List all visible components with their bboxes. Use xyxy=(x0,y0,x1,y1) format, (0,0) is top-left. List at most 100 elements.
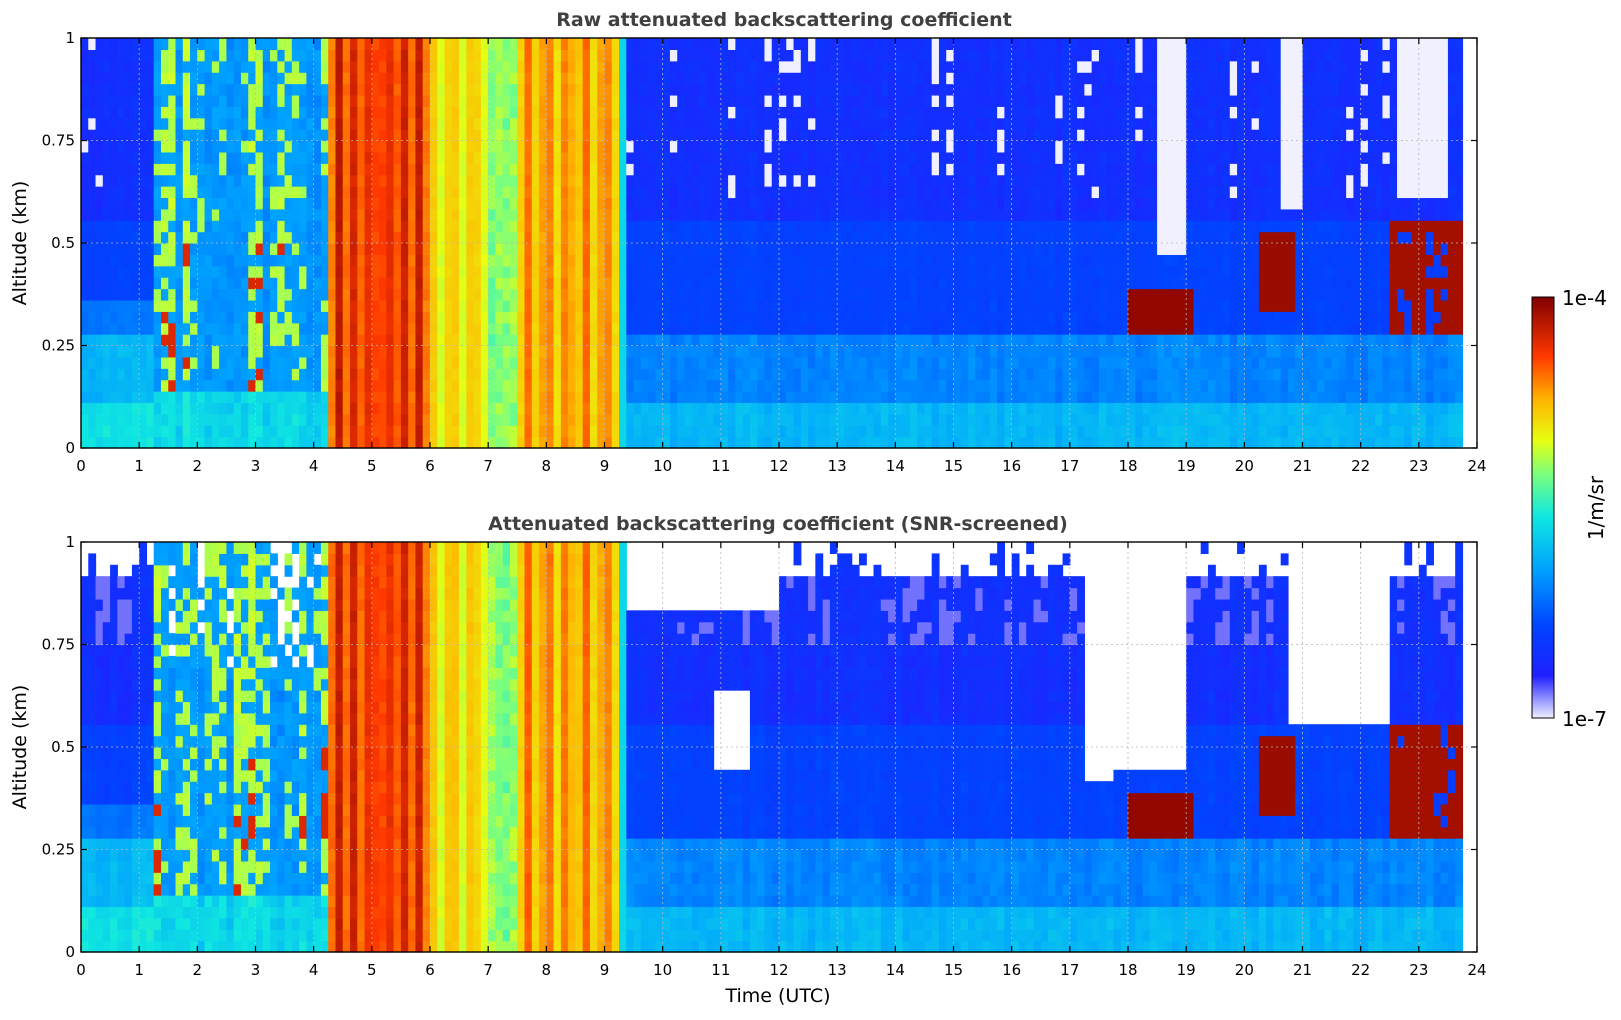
heatmap-cell xyxy=(822,436,831,449)
heatmap-cell xyxy=(808,174,816,187)
heatmap-cell xyxy=(233,243,242,255)
heatmap-cell xyxy=(277,94,286,107)
heatmap-cell xyxy=(400,60,409,73)
heatmap-cell xyxy=(400,334,409,347)
heatmap-cell xyxy=(386,151,395,164)
heatmap-cell xyxy=(270,391,278,404)
heatmap-cell xyxy=(909,49,918,62)
heatmap-cell xyxy=(677,231,686,244)
heatmap-cell xyxy=(786,299,795,312)
heatmap-cell xyxy=(160,106,169,119)
heatmap-cell xyxy=(633,49,642,62)
heatmap-cell xyxy=(953,379,962,392)
heatmap-cell xyxy=(1004,311,1013,324)
heatmap-cell xyxy=(328,413,337,426)
heatmap-cell xyxy=(829,49,838,62)
heatmap-cell xyxy=(771,299,780,312)
heatmap-cell xyxy=(466,197,475,210)
heatmap-cell xyxy=(539,186,547,199)
heatmap-cell xyxy=(968,220,976,233)
heatmap-cell xyxy=(240,243,249,255)
heatmap-cell xyxy=(684,72,693,85)
heatmap-cell xyxy=(539,277,547,290)
heatmap-cell xyxy=(226,413,235,426)
heatmap-cell xyxy=(946,72,955,85)
heatmap-cell xyxy=(764,163,773,176)
heatmap-cell xyxy=(459,231,467,244)
heatmap-cell xyxy=(509,49,518,62)
heatmap-cell xyxy=(677,197,686,210)
heatmap-cell xyxy=(829,413,838,426)
heatmap-cell xyxy=(81,163,89,176)
heatmap-cell xyxy=(197,379,206,392)
heatmap-cell xyxy=(320,436,329,449)
heatmap-cell xyxy=(342,413,351,426)
heatmap-cell xyxy=(1069,163,1078,176)
heatmap-cell xyxy=(946,117,955,130)
heatmap-cell xyxy=(393,197,402,210)
heatmap-cell xyxy=(997,72,1005,85)
heatmap-cell xyxy=(655,38,664,50)
heatmap-cell xyxy=(626,106,635,119)
heatmap-cell xyxy=(546,311,555,324)
heatmap-cell xyxy=(880,72,889,85)
heatmap-cell xyxy=(160,72,169,85)
heatmap-cell xyxy=(568,299,577,312)
heatmap-cell xyxy=(604,425,613,438)
heatmap-cell xyxy=(931,129,940,142)
heatmap-cell xyxy=(393,425,402,438)
heatmap-cell xyxy=(364,322,373,335)
heatmap-cell xyxy=(858,334,867,347)
heatmap-cell xyxy=(1048,356,1056,369)
heatmap-cell xyxy=(466,265,475,278)
heatmap-cell xyxy=(531,265,540,278)
heatmap-cell xyxy=(568,117,577,130)
heatmap-cell xyxy=(1040,174,1049,187)
heatmap-cell xyxy=(1011,277,1020,290)
heatmap-cell xyxy=(233,254,242,267)
heatmap-cell xyxy=(175,163,184,176)
heatmap-cell xyxy=(81,391,89,404)
heatmap-cell xyxy=(968,60,976,73)
heatmap-cell xyxy=(124,186,133,199)
heatmap-cell xyxy=(924,83,933,96)
heatmap-cell xyxy=(502,356,511,369)
heatmap-cell xyxy=(386,72,395,85)
heatmap-cell xyxy=(153,197,162,210)
heatmap-cell xyxy=(364,38,373,50)
heatmap-cell xyxy=(480,94,489,107)
heatmap-cell xyxy=(975,49,984,62)
heatmap-cell xyxy=(299,265,307,278)
heatmap-cell xyxy=(277,117,286,130)
heatmap-cell xyxy=(946,38,955,50)
heatmap-cell xyxy=(946,186,955,199)
heatmap-cell xyxy=(582,311,591,324)
heatmap-cell xyxy=(88,368,97,381)
heatmap-cell xyxy=(204,368,213,381)
heatmap-cell xyxy=(968,299,976,312)
heatmap-cell xyxy=(619,254,627,267)
heatmap-cell xyxy=(88,49,97,62)
heatmap-cell xyxy=(233,231,242,244)
heatmap-cell xyxy=(262,254,271,267)
heatmap-cell xyxy=(473,368,482,381)
heatmap-cell xyxy=(793,186,802,199)
heatmap-cell xyxy=(393,94,402,107)
heatmap-cell xyxy=(829,277,838,290)
heatmap-cell xyxy=(757,379,766,392)
heatmap-cell xyxy=(924,265,933,278)
heatmap-cell xyxy=(619,379,627,392)
heatmap-cell xyxy=(299,254,307,267)
heatmap-cell xyxy=(430,94,438,107)
heatmap-cell xyxy=(619,83,627,96)
heatmap-cell xyxy=(968,311,976,324)
heatmap-cell xyxy=(655,425,664,438)
heatmap-cell xyxy=(153,231,162,244)
heatmap-cell xyxy=(669,174,678,187)
heatmap-cell xyxy=(982,402,991,415)
heatmap-cell xyxy=(248,254,257,267)
heatmap-cell xyxy=(146,288,155,301)
heatmap-cell xyxy=(110,391,118,404)
heatmap-cell xyxy=(858,197,867,210)
heatmap-cell xyxy=(379,106,387,119)
